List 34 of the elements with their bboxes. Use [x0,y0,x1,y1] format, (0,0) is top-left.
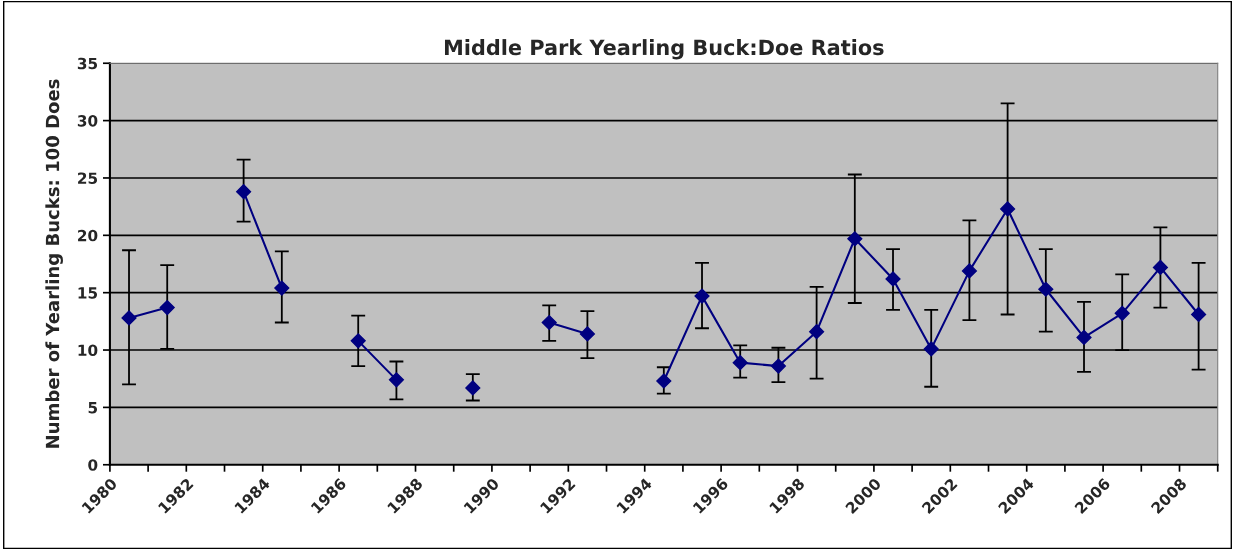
point [961,263,977,279]
point [121,310,137,326]
y-tick-label: 35 [77,57,98,70]
point [579,326,595,342]
y-tick-label: 10 [78,344,98,357]
point [770,358,786,374]
point [274,280,290,296]
point [1000,201,1016,217]
point [694,288,710,304]
point [1114,305,1130,321]
point [732,355,748,371]
point [465,380,481,396]
y-tick-label: 0 [88,459,98,471]
point [1152,259,1168,276]
point [809,324,825,340]
y-tick-label: 15 [78,287,98,299]
point [885,271,901,287]
point [847,231,863,247]
point [656,373,672,389]
point [1076,329,1092,345]
y-tick-label: 20 [78,229,98,242]
point [541,314,557,331]
y-tick-label: 25 [78,172,98,184]
y-tick-label: 30 [77,115,98,127]
point [236,184,252,200]
y-tick-label: 5 [88,402,98,414]
point [923,341,939,357]
point [350,333,366,349]
point [1191,306,1207,323]
point [1038,281,1054,297]
point [159,300,175,316]
chart-title: Middle Park Yearling Buck:Doe Ratios [445,39,884,60]
point [388,372,404,388]
y-axis-title: Number of Yearling Bucks: 100 Does [45,79,63,448]
